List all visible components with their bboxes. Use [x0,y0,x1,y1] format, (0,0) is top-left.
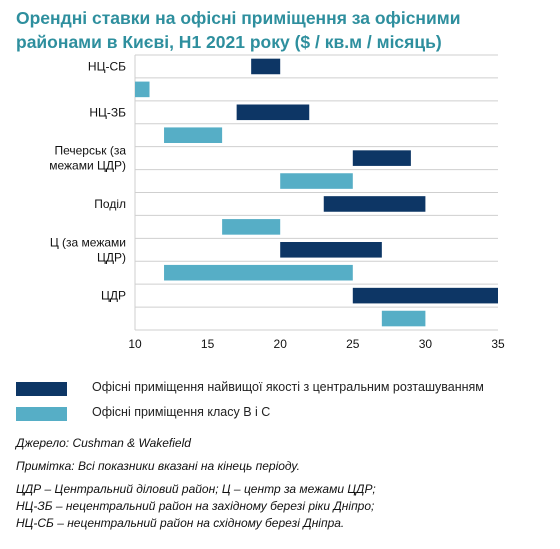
x-tick-label: 20 [274,337,288,351]
category-label: ЦДР) [97,250,126,264]
bar-class-bc [164,127,223,143]
x-tick-label: 25 [346,337,360,351]
bar-class-bc [222,219,281,235]
x-tick-label: 15 [201,337,215,351]
bar-class-bc [381,310,426,327]
remark-note: Примітка: Всі показники вказані на кінец… [16,459,300,473]
bar-premium [352,150,411,166]
abbreviation-note-1: ЦДР – Центральний діловий район; Ц – цен… [16,482,376,496]
legend-swatch-premium [16,382,67,396]
category-label: НЦ-СБ [88,59,126,73]
category-label: межами ЦДР) [49,159,126,173]
x-tick-label: 35 [491,337,505,351]
legend-label-class-bc: Офісні приміщення класу B і C [92,405,271,419]
category-label: Поділ [94,197,126,211]
bar-premium [323,196,426,212]
footnotes: Джерело: Cushman & Wakefield Примітка: В… [16,435,551,532]
bar-premium [251,58,281,75]
abbreviation-note-3: НЦ-СБ – нецентральний район на східному … [16,516,345,530]
category-label: ЦДР [101,289,126,303]
abbreviation-note-2: НЦ-ЗБ – нецентральний район на західному… [16,499,375,513]
grid-lines [134,54,498,331]
bar-premium [280,242,382,258]
legend-swatch-class-bc [16,407,67,421]
bar-class-bc [280,173,353,189]
x-tick-label: 30 [419,337,433,351]
legend-item-class-bc: Офісні приміщення класу B і C [16,405,556,425]
legend-label-premium: Офісні приміщення найвищої якості з цент… [92,380,484,394]
x-tick-label: 10 [128,337,142,351]
x-tick-labels: 10 15 20 25 30 35 [128,337,505,351]
bar-premium [236,104,310,121]
bar-premium [352,287,498,304]
bars [135,58,498,327]
chart-title: Орендні ставки на офісні приміщення за о… [16,8,461,52]
bar-class-bc [135,81,150,98]
category-label: НЦ-ЗБ [89,105,126,119]
bar-class-bc [164,264,353,281]
category-label: Печерськ (за [54,144,126,158]
legend-item-premium: Офісні приміщення найвищої якості з цент… [16,380,556,400]
source-note: Джерело: Cushman & Wakefield [16,436,191,450]
category-label: Ц (за межами [50,235,126,249]
